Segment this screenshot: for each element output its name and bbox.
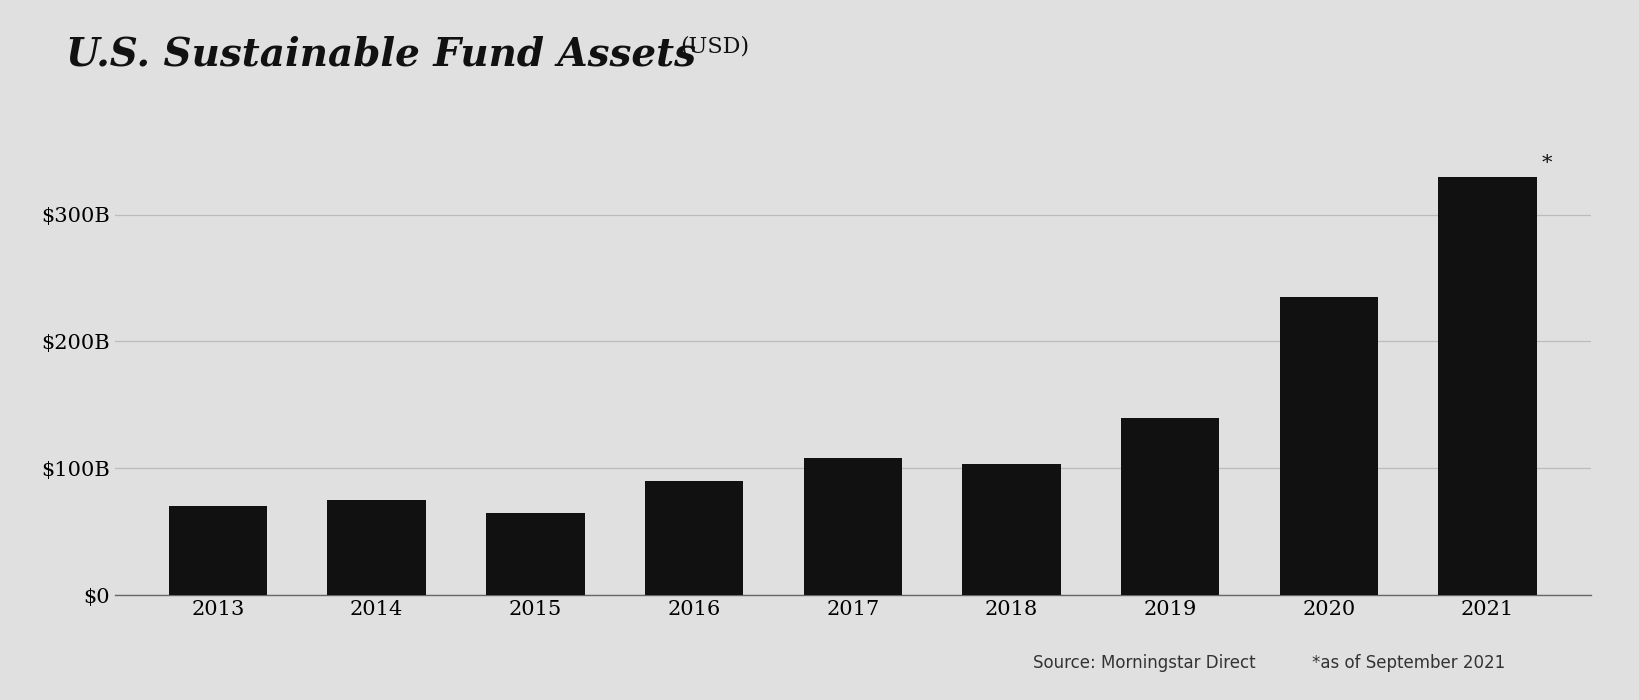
Bar [803,458,901,595]
Bar [644,481,742,595]
Bar [1121,417,1219,595]
Bar [1437,176,1536,595]
Bar [962,464,1060,595]
Text: *as of September 2021: *as of September 2021 [1311,654,1505,672]
Text: (USD): (USD) [680,35,749,57]
Bar [169,506,267,595]
Text: *: * [1541,154,1550,173]
Bar [328,500,426,595]
Text: Source: Morningstar Direct: Source: Morningstar Direct [1033,654,1255,672]
Bar [1278,297,1377,595]
Text: U.S. Sustainable Fund Assets: U.S. Sustainable Fund Assets [66,35,695,73]
Bar [485,512,583,595]
